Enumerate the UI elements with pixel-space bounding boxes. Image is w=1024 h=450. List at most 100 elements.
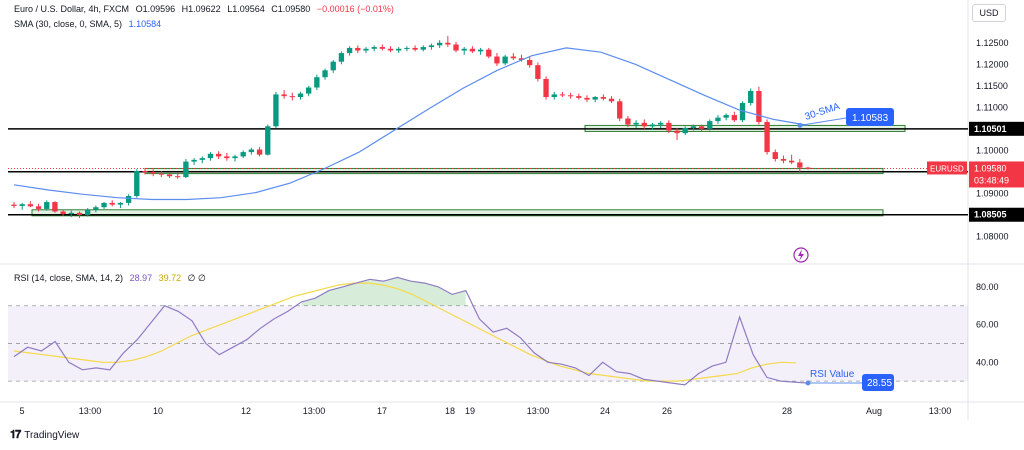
- candle-body[interactable]: [608, 98, 615, 102]
- candle-body[interactable]: [404, 47, 410, 49]
- candle-body[interactable]: [224, 156, 230, 159]
- candle-body[interactable]: [297, 93, 304, 98]
- candle-body[interactable]: [494, 56, 500, 64]
- candle-body[interactable]: [35, 206, 42, 209]
- candle-body[interactable]: [535, 65, 541, 79]
- candle-body[interactable]: [232, 156, 238, 159]
- candle-body[interactable]: [600, 97, 607, 99]
- candle-body[interactable]: [322, 70, 328, 78]
- candle-body[interactable]: [445, 42, 451, 45]
- candle-body[interactable]: [396, 48, 402, 51]
- support-resistance-zone[interactable]: [31, 209, 884, 217]
- candle-body[interactable]: [453, 44, 459, 51]
- candle-body[interactable]: [576, 96, 582, 98]
- candle-body[interactable]: [666, 122, 672, 131]
- candle-body[interactable]: [543, 78, 549, 98]
- candle-body[interactable]: [363, 48, 369, 51]
- candle-body[interactable]: [780, 158, 787, 161]
- candle-body[interactable]: [477, 49, 484, 52]
- candle-body[interactable]: [748, 90, 754, 104]
- sma-line[interactable]: [13, 47, 809, 201]
- candle-body[interactable]: [248, 149, 255, 153]
- candle-body[interactable]: [657, 122, 664, 125]
- candle-body[interactable]: [379, 47, 386, 49]
- candle-body[interactable]: [698, 126, 705, 129]
- candle-body[interactable]: [641, 122, 647, 127]
- candle-body[interactable]: [338, 53, 345, 62]
- candle-body[interactable]: [183, 161, 189, 178]
- candle-body[interactable]: [158, 173, 165, 175]
- candle-body[interactable]: [330, 61, 336, 71]
- lightning-event-icon[interactable]: [793, 247, 809, 263]
- candle-body[interactable]: [723, 115, 729, 118]
- candle-body[interactable]: [486, 49, 492, 57]
- candle-body[interactable]: [68, 212, 74, 215]
- candle-body[interactable]: [60, 211, 66, 215]
- candle-body[interactable]: [11, 204, 17, 206]
- candle-body[interactable]: [314, 77, 320, 88]
- candle-body[interactable]: [518, 58, 525, 60]
- currency-button[interactable]: USD: [972, 4, 1006, 22]
- candle-body[interactable]: [428, 45, 435, 48]
- candle-body[interactable]: [559, 94, 566, 96]
- candle-body[interactable]: [134, 171, 140, 197]
- candle-body[interactable]: [674, 130, 680, 134]
- candle-body[interactable]: [772, 152, 778, 159]
- candle-body[interactable]: [764, 121, 770, 153]
- candle-body[interactable]: [527, 59, 533, 66]
- candle-body[interactable]: [166, 174, 173, 177]
- symbol-label[interactable]: Euro / U.S. Dollar, 4h, FXCM: [14, 4, 130, 14]
- rsi-annotation-box[interactable]: [862, 374, 894, 392]
- candle-body[interactable]: [633, 122, 639, 125]
- candle-body[interactable]: [797, 162, 803, 168]
- candle-body[interactable]: [461, 48, 467, 51]
- candle-body[interactable]: [109, 202, 115, 205]
- candle-body[interactable]: [289, 96, 295, 98]
- candle-body[interactable]: [346, 47, 353, 54]
- candle-body[interactable]: [175, 176, 181, 178]
- candle-body[interactable]: [76, 212, 83, 215]
- candle-body[interactable]: [510, 56, 516, 59]
- candle-body[interactable]: [85, 209, 91, 215]
- candle-body[interactable]: [805, 167, 811, 169]
- candle-body[interactable]: [125, 196, 132, 203]
- candle-body[interactable]: [371, 47, 377, 49]
- candle-body[interactable]: [788, 160, 795, 163]
- candle-body[interactable]: [101, 202, 107, 208]
- candle-body[interactable]: [27, 204, 34, 207]
- candle-body[interactable]: [756, 90, 762, 122]
- rsi-line[interactable]: [13, 276, 809, 386]
- candle-body[interactable]: [649, 124, 656, 127]
- candle-body[interactable]: [199, 158, 205, 160]
- candle-body[interactable]: [52, 202, 58, 212]
- candle-body[interactable]: [207, 153, 214, 159]
- candle-body[interactable]: [502, 56, 508, 64]
- candle-body[interactable]: [142, 171, 148, 173]
- candle-body[interactable]: [387, 48, 394, 51]
- candle-body[interactable]: [731, 115, 737, 121]
- candle-body[interactable]: [715, 117, 721, 122]
- candle-body[interactable]: [412, 47, 418, 50]
- candle-body[interactable]: [567, 95, 574, 97]
- candle-body[interactable]: [256, 149, 263, 155]
- candle-body[interactable]: [117, 202, 124, 205]
- rsi-label[interactable]: RSI (14, close, SMA, 14, 2): [14, 273, 124, 283]
- candle-body[interactable]: [682, 127, 688, 134]
- sma-label[interactable]: SMA (30, close, 0, SMA, 5): [14, 19, 123, 29]
- candle-body[interactable]: [592, 97, 598, 100]
- candle-body[interactable]: [93, 207, 99, 210]
- candle-body[interactable]: [215, 153, 222, 157]
- candle-body[interactable]: [44, 202, 50, 209]
- candle-body[interactable]: [150, 171, 156, 174]
- candle-body[interactable]: [306, 87, 312, 94]
- candle-body[interactable]: [420, 47, 426, 50]
- candle-body[interactable]: [281, 94, 287, 97]
- candle-body[interactable]: [355, 47, 361, 51]
- candle-body[interactable]: [240, 152, 246, 157]
- candle-body[interactable]: [191, 159, 197, 162]
- candle-body[interactable]: [436, 42, 443, 46]
- candle-body[interactable]: [469, 48, 476, 52]
- candle-body[interactable]: [690, 126, 697, 128]
- candle-body[interactable]: [584, 97, 590, 100]
